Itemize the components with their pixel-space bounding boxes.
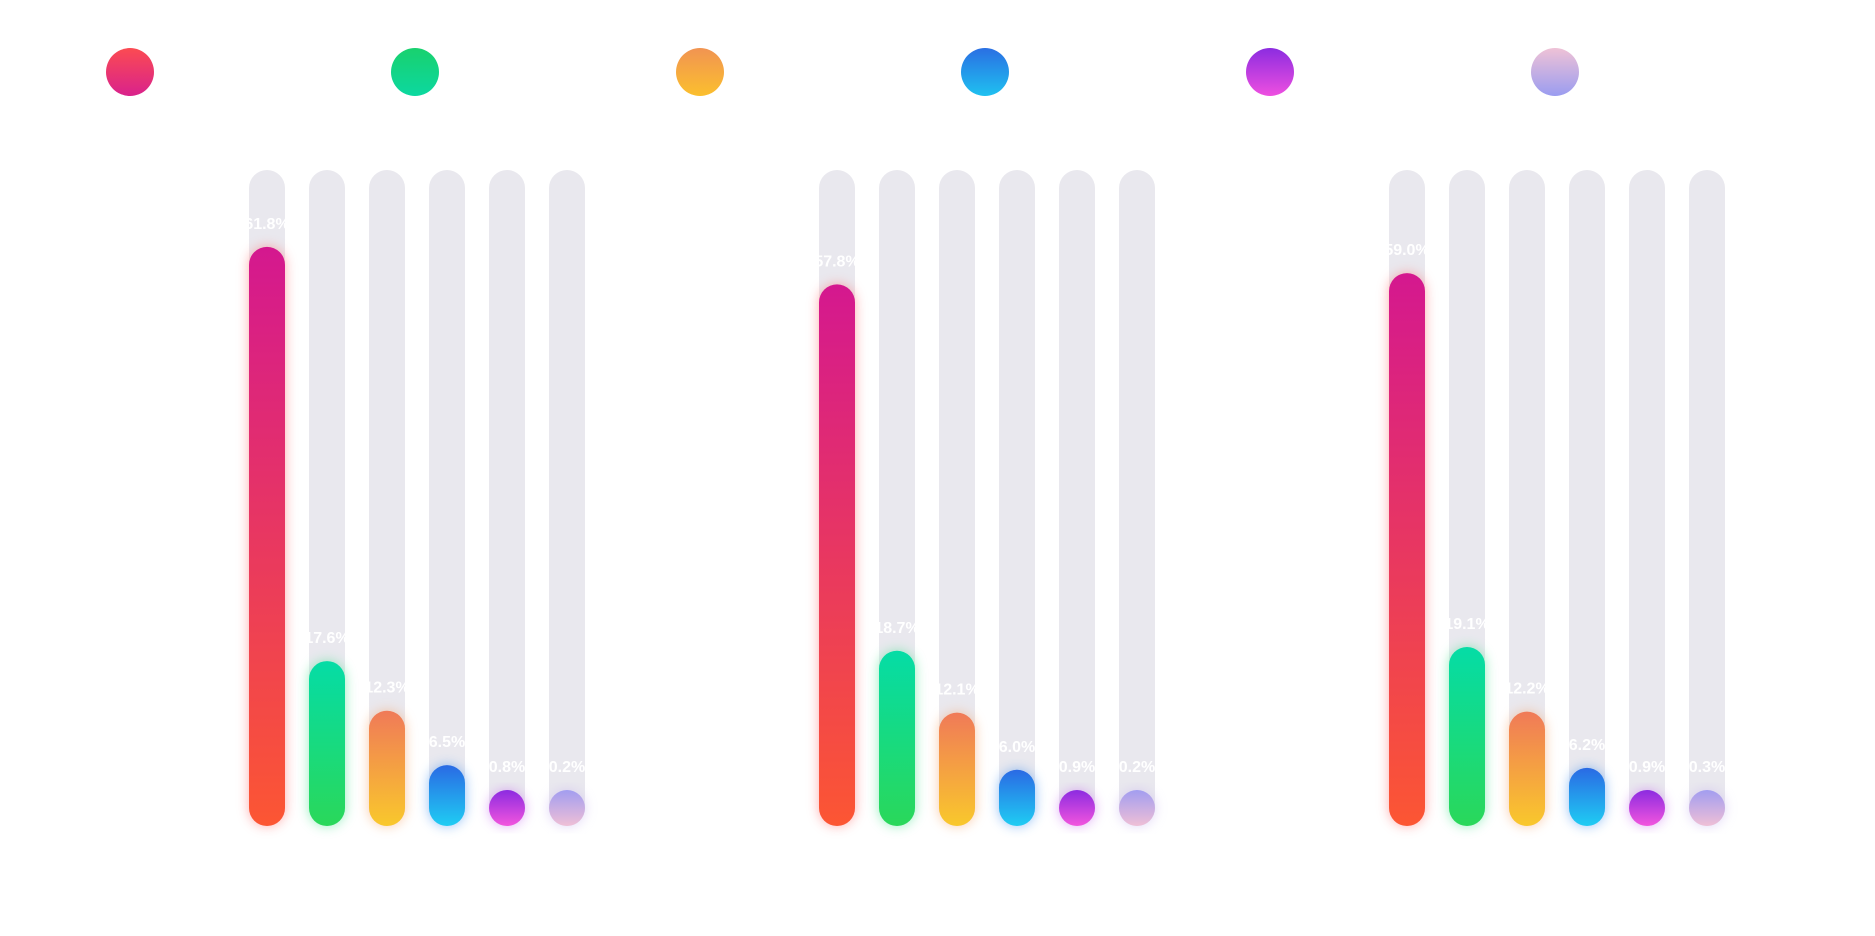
bar-track xyxy=(1059,170,1095,826)
bar-groups: 61.8% 17.6% 12.3% 6.5% 0.8% 0.2% 57.8% 18.7% 12.… xyxy=(244,170,1725,827)
legend-marker-6[interactable] xyxy=(1531,48,1579,96)
bar-value-label: 19.1% xyxy=(1444,616,1489,633)
bar-value-label: 17.6% xyxy=(304,630,349,647)
bar-value-label: 6.0% xyxy=(999,739,1035,756)
bar[interactable] xyxy=(879,650,915,826)
bar[interactable] xyxy=(1389,273,1425,827)
bar[interactable] xyxy=(1629,790,1665,826)
bar-value-label: 0.2% xyxy=(549,759,585,776)
bar-value-label: 0.3% xyxy=(1689,759,1725,776)
bar-value-label: 57.8% xyxy=(814,253,859,270)
bar-track xyxy=(1689,170,1725,826)
bar-value-label: 18.7% xyxy=(874,620,919,637)
bar-value-label: 0.9% xyxy=(1059,759,1095,776)
bar[interactable] xyxy=(999,769,1035,826)
bar-track xyxy=(429,170,465,826)
bar-track xyxy=(1509,170,1545,826)
bar-track xyxy=(309,170,345,826)
bar[interactable] xyxy=(1569,767,1605,826)
bar[interactable] xyxy=(939,712,975,826)
bar[interactable] xyxy=(819,284,855,826)
bar-value-label: 12.1% xyxy=(934,682,979,699)
bar-group-2: 57.8% 18.7% 12.1% 6.0% 0.9% 0.2% xyxy=(814,170,1155,826)
bar[interactable] xyxy=(1689,790,1725,826)
bar-track xyxy=(549,170,585,826)
bar-group-3: 59.0% 19.1% 12.2% 6.2% 0.9% 0.3% xyxy=(1384,170,1725,827)
bar[interactable] xyxy=(1059,790,1095,826)
bar-value-label: 12.3% xyxy=(364,680,409,697)
bar-value-label: 0.2% xyxy=(1119,759,1155,776)
bar[interactable] xyxy=(309,661,345,826)
bar-track xyxy=(369,170,405,826)
bar[interactable] xyxy=(1119,790,1155,826)
bar-track xyxy=(1629,170,1665,826)
bar-value-label: 6.2% xyxy=(1569,737,1605,754)
legend-marker-3[interactable] xyxy=(676,48,724,96)
legend-marker-1[interactable] xyxy=(106,48,154,96)
bar-track xyxy=(1569,170,1605,826)
bar-track xyxy=(489,170,525,826)
bar[interactable] xyxy=(1509,711,1545,826)
bar-value-label: 12.2% xyxy=(1504,681,1549,698)
bar[interactable] xyxy=(549,790,585,826)
legend-marker-2[interactable] xyxy=(391,48,439,96)
bar-value-label: 59.0% xyxy=(1384,242,1429,259)
bar[interactable] xyxy=(249,246,285,827)
bar-group-1: 61.8% 17.6% 12.3% 6.5% 0.8% 0.2% xyxy=(244,170,585,827)
bar-value-label: 0.9% xyxy=(1629,759,1665,776)
bar[interactable] xyxy=(369,710,405,826)
bar-value-label: 0.8% xyxy=(489,759,525,776)
legend xyxy=(106,48,1579,96)
legend-marker-5[interactable] xyxy=(1246,48,1294,96)
bar[interactable] xyxy=(1449,647,1485,826)
bar-track xyxy=(999,170,1035,826)
bar-value-label: 61.8% xyxy=(244,216,289,233)
bar[interactable] xyxy=(429,765,465,826)
bar-track xyxy=(939,170,975,826)
legend-marker-4[interactable] xyxy=(961,48,1009,96)
bar[interactable] xyxy=(489,790,525,826)
bar-value-label: 6.5% xyxy=(429,734,465,751)
bar-track xyxy=(1119,170,1155,826)
